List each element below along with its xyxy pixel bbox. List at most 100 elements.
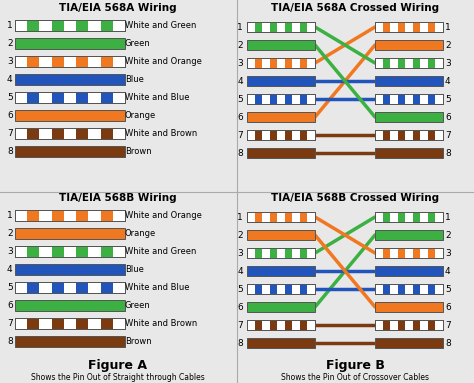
Text: 2: 2: [445, 231, 451, 239]
Text: White and Orange: White and Orange: [125, 211, 202, 219]
Bar: [100, 210, 113, 221]
Bar: [247, 94, 315, 104]
Bar: [15, 38, 125, 49]
Bar: [375, 58, 443, 68]
Bar: [375, 58, 443, 68]
Text: 8: 8: [7, 147, 13, 155]
Text: TIA/EIA 568B Wiring: TIA/EIA 568B Wiring: [59, 193, 177, 203]
Bar: [247, 284, 315, 294]
Bar: [270, 320, 277, 330]
Bar: [52, 246, 64, 257]
Bar: [100, 318, 113, 329]
Text: 4: 4: [7, 265, 13, 273]
Text: TIA/EIA 568B Crossed Wiring: TIA/EIA 568B Crossed Wiring: [271, 193, 439, 203]
Text: 2: 2: [237, 41, 243, 49]
Text: Figure B: Figure B: [326, 358, 384, 372]
Bar: [398, 284, 405, 294]
Bar: [375, 22, 443, 32]
Bar: [383, 284, 390, 294]
Text: 2: 2: [7, 39, 13, 47]
Bar: [247, 338, 315, 348]
Bar: [247, 130, 315, 140]
Bar: [76, 128, 88, 139]
Text: Orange: Orange: [125, 111, 156, 119]
Text: 7: 7: [445, 131, 451, 139]
Text: 2: 2: [7, 229, 13, 237]
Bar: [413, 320, 420, 330]
Text: 1: 1: [7, 21, 13, 29]
Bar: [375, 40, 443, 50]
Bar: [255, 248, 262, 258]
Text: 7: 7: [237, 321, 243, 329]
Bar: [375, 94, 443, 104]
Bar: [300, 58, 308, 68]
Text: 7: 7: [445, 321, 451, 329]
Bar: [300, 320, 308, 330]
Text: 6: 6: [7, 301, 13, 309]
Bar: [428, 130, 436, 140]
Text: 8: 8: [7, 337, 13, 345]
Bar: [247, 212, 315, 222]
Bar: [52, 282, 64, 293]
Text: Shows the Pin Out of Straight through Cables: Shows the Pin Out of Straight through Ca…: [31, 373, 205, 381]
Bar: [285, 22, 292, 32]
Bar: [285, 94, 292, 104]
Bar: [76, 210, 88, 221]
Bar: [270, 22, 277, 32]
Bar: [15, 20, 125, 31]
Bar: [285, 58, 292, 68]
Bar: [413, 212, 420, 222]
Bar: [375, 248, 443, 258]
Text: 1: 1: [445, 23, 451, 31]
Bar: [375, 130, 443, 140]
Bar: [27, 128, 39, 139]
Bar: [15, 56, 125, 67]
Bar: [428, 58, 436, 68]
Text: 5: 5: [445, 285, 451, 293]
Bar: [76, 282, 88, 293]
Text: White and Brown: White and Brown: [125, 319, 197, 327]
Text: Orange: Orange: [125, 229, 156, 237]
Bar: [27, 282, 39, 293]
Bar: [375, 22, 443, 32]
Bar: [247, 94, 315, 104]
Text: Brown: Brown: [125, 147, 152, 155]
Bar: [428, 284, 436, 294]
Text: Green: Green: [125, 39, 151, 47]
Text: 1: 1: [445, 213, 451, 221]
Text: 1: 1: [237, 23, 243, 31]
Text: Blue: Blue: [125, 265, 144, 273]
Bar: [398, 130, 405, 140]
Bar: [383, 320, 390, 330]
Bar: [255, 320, 262, 330]
Bar: [52, 210, 64, 221]
Text: 6: 6: [445, 303, 451, 311]
Bar: [52, 92, 64, 103]
Text: 3: 3: [445, 59, 451, 67]
Bar: [52, 318, 64, 329]
Bar: [27, 20, 39, 31]
Text: 8: 8: [237, 149, 243, 157]
Bar: [15, 20, 125, 31]
Bar: [428, 22, 436, 32]
Bar: [398, 248, 405, 258]
Bar: [398, 58, 405, 68]
Bar: [15, 318, 125, 329]
Bar: [15, 300, 125, 311]
Bar: [100, 92, 113, 103]
Bar: [375, 302, 443, 312]
Bar: [15, 336, 125, 347]
Text: 6: 6: [445, 113, 451, 121]
Bar: [413, 58, 420, 68]
Bar: [247, 76, 315, 86]
Bar: [15, 110, 125, 121]
Bar: [375, 230, 443, 240]
Bar: [247, 284, 315, 294]
Text: 7: 7: [7, 129, 13, 137]
Bar: [375, 212, 443, 222]
Bar: [27, 246, 39, 257]
Bar: [375, 266, 443, 276]
Bar: [375, 112, 443, 122]
Bar: [375, 94, 443, 104]
Bar: [15, 246, 125, 257]
